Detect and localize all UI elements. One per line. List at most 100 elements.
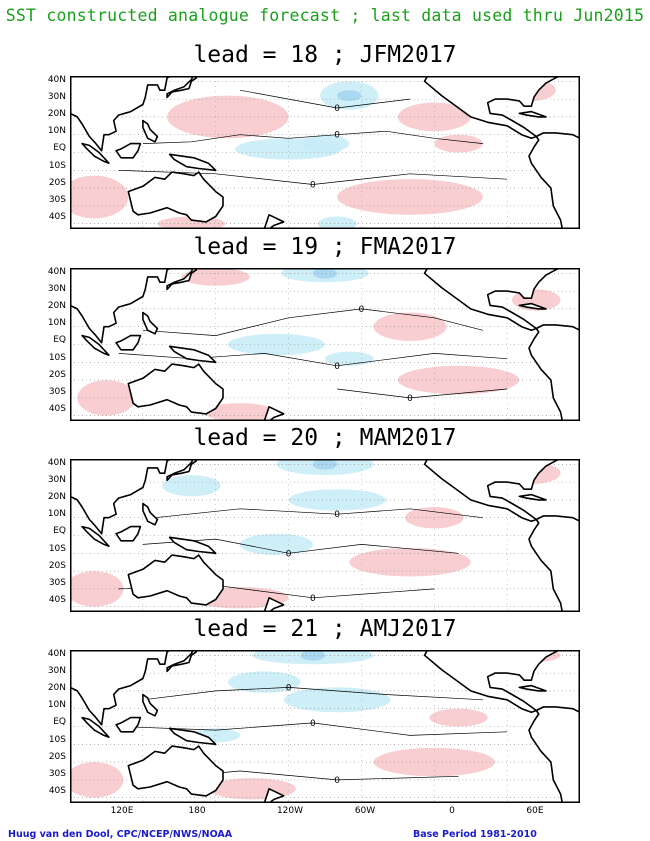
cuba-landmass — [518, 302, 547, 310]
cuba-landmass — [518, 684, 547, 692]
south-america-landmass — [528, 132, 580, 229]
latitude-label: 40S — [48, 211, 66, 222]
sst-anomaly-map-panel: 0 0 0 — [70, 459, 580, 612]
negative-anomaly-area — [162, 475, 221, 497]
contour-label: 0 — [286, 549, 292, 559]
latitude-label: 40N — [47, 458, 66, 468]
philippines-landmass — [142, 693, 159, 717]
latitude-label: 40S — [48, 403, 66, 414]
positive-anomaly-area — [167, 95, 289, 139]
new-guinea-landmass — [168, 727, 217, 746]
latitude-label: 10N — [47, 318, 66, 329]
latitude-label: 30N — [47, 666, 66, 677]
contour-label: 0 — [286, 683, 292, 693]
borneo-landmass — [115, 525, 142, 542]
positive-anomaly-area — [70, 571, 124, 607]
positive-anomaly-area — [181, 268, 250, 286]
zero-contour-line — [142, 308, 483, 336]
latitude-label: EQ — [53, 526, 66, 537]
main-title: SST constructed analogue forecast ; last… — [5, 6, 645, 25]
longitude-label: 0 — [449, 806, 455, 816]
map-canvas: 0 0 0 — [70, 459, 580, 612]
map-canvas: 0 0 0 — [70, 76, 580, 229]
positive-anomaly-area — [70, 762, 124, 798]
latitude-label: 40N — [47, 267, 66, 277]
latitude-label: 20N — [47, 492, 66, 503]
positive-anomaly-area — [203, 403, 277, 421]
zero-contour-line — [118, 722, 508, 736]
contour-label: 0 — [334, 362, 340, 372]
strong-negative-anomaly-area — [312, 459, 338, 470]
panel-title: lead = 18 ; JFM2017 — [193, 42, 457, 68]
sumatra-landmass — [81, 716, 110, 738]
longitude-label: 120W — [276, 806, 304, 816]
sst-anomaly-map-panel: 0 0 0 — [70, 650, 580, 803]
latitude-label: 10N — [47, 126, 66, 137]
borneo-landmass — [115, 716, 142, 733]
asia-landmass — [70, 650, 174, 726]
north-america-landmass — [423, 459, 562, 523]
philippines-landmass — [142, 311, 159, 335]
philippines-landmass — [142, 119, 159, 143]
south-america-landmass — [528, 706, 580, 803]
latitude-label: EQ — [53, 335, 66, 346]
latitude-label: 20N — [47, 301, 66, 312]
australia-landmass — [127, 745, 224, 797]
sst-anomaly-map-panel: 0 0 0 — [70, 268, 580, 421]
cuba-landmass — [518, 110, 547, 118]
zero-contour-line — [154, 508, 483, 519]
negative-anomaly-area — [317, 216, 357, 229]
contour-label: 0 — [310, 181, 316, 191]
new-guinea-landmass — [168, 536, 217, 555]
latitude-label: 20S — [48, 369, 66, 380]
latitude-label: 10S — [48, 160, 66, 171]
zero-contour-line — [337, 388, 508, 399]
sst-anomaly-map-panel: 0 0 0 — [70, 76, 580, 229]
new-guinea-landmass — [168, 153, 217, 172]
latitude-label: EQ — [53, 717, 66, 728]
panel-title: lead = 21 ; AMJ2017 — [193, 616, 457, 642]
australia-landmass — [127, 554, 224, 606]
contour-label: 0 — [407, 394, 413, 404]
latitude-label: 20S — [48, 177, 66, 188]
latitude-label: 30N — [47, 475, 66, 486]
latitude-label: 30S — [48, 386, 66, 397]
latitude-label: 30N — [47, 284, 66, 295]
positive-anomaly-area — [337, 179, 483, 215]
asia-landmass — [70, 268, 174, 344]
latitude-label: 20S — [48, 751, 66, 762]
latitude-label: 20N — [47, 683, 66, 694]
asia-landmass — [70, 76, 174, 152]
latitude-label: 40N — [47, 649, 66, 659]
longitude-label: 60W — [354, 806, 376, 816]
contour-label: 0 — [359, 305, 365, 315]
borneo-landmass — [115, 334, 142, 351]
negative-anomaly-area — [240, 533, 313, 556]
latitude-label: EQ — [53, 143, 66, 154]
north-america-landmass — [423, 650, 562, 714]
panel-title: lead = 20 ; MAM2017 — [193, 425, 457, 451]
latitude-label: 30S — [48, 194, 66, 205]
australia-landmass — [127, 363, 224, 415]
philippines-landmass — [142, 502, 159, 526]
japan-landmass — [166, 650, 198, 673]
japan-landmass — [166, 76, 198, 99]
positive-anomaly-area — [70, 175, 129, 219]
japan-landmass — [166, 268, 198, 291]
negative-anomaly-area — [283, 687, 391, 713]
australia-landmass — [127, 171, 224, 223]
negative-anomaly-area — [288, 489, 386, 511]
contour-label: 0 — [334, 131, 340, 141]
sumatra-landmass — [81, 525, 110, 547]
negative-anomaly-area — [325, 351, 374, 366]
longitude-label: 120E — [110, 806, 134, 816]
contour-label: 0 — [334, 776, 340, 786]
contour-label: 0 — [334, 104, 340, 114]
negative-anomaly-area — [300, 134, 350, 153]
strong-negative-anomaly-area — [312, 268, 338, 279]
north-america-landmass — [423, 268, 562, 332]
panel-title: lead = 19 ; FMA2017 — [193, 234, 457, 260]
positive-anomaly-area — [434, 134, 483, 153]
latitude-label: 10N — [47, 509, 66, 520]
south-america-landmass — [528, 515, 580, 612]
